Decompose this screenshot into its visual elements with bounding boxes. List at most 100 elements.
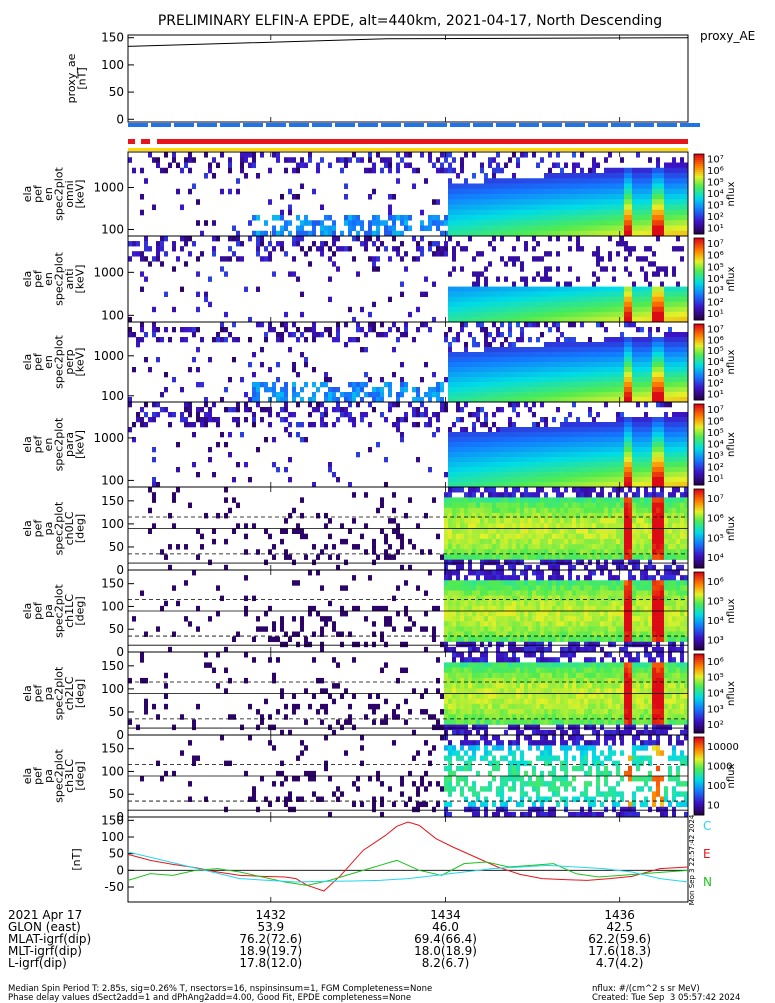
spec_en_1-cell <box>564 282 568 287</box>
spec_en_1-cell <box>568 317 572 322</box>
spec_en_0-cell <box>360 220 364 226</box>
spec_en_3-cell <box>612 432 616 437</box>
spec_en_3-cell <box>524 447 528 452</box>
spec_en_0-cell <box>156 163 160 169</box>
spec_en_2-cell <box>312 382 316 387</box>
spec_en_0-cell <box>684 194 688 200</box>
spec_en_0-cell <box>488 189 492 195</box>
pa_0-cell <box>596 513 600 518</box>
spec_en_3-cell <box>192 432 196 437</box>
pa_0-cell <box>224 539 228 544</box>
spec_en_3-cell <box>336 407 340 412</box>
pa_0-cell <box>480 508 484 513</box>
spec_en_3-cell <box>664 447 668 452</box>
pa_0-cell <box>388 518 392 523</box>
spec_en_2-cell <box>572 337 576 342</box>
spec_en_3-cell <box>228 407 232 412</box>
spec_en_2-cell <box>504 372 508 377</box>
spec_en_0-cell <box>556 184 560 190</box>
spec_en_2-cell <box>604 372 608 377</box>
spec_en_0-cell <box>604 157 608 163</box>
spec_en_3-cell <box>644 422 648 427</box>
spec_en_2-cell <box>376 392 380 397</box>
spec_en_3-cell <box>640 437 644 442</box>
spec_en_3-cell <box>588 477 592 482</box>
spec_en_2-cell <box>664 382 668 387</box>
spec_en_1-cell <box>536 256 540 261</box>
spec_en_1-cell <box>208 276 212 281</box>
spec_en_3-cell <box>472 442 476 447</box>
spec_en_0-cell <box>524 194 528 200</box>
spec_en_2-cell <box>572 342 576 347</box>
spec_en_1-cell <box>536 307 540 312</box>
spec_en_0-cell <box>680 157 684 163</box>
status-bar-blue <box>197 123 217 127</box>
spec_en_0-cell <box>672 210 676 216</box>
pa_0-cell <box>500 554 504 559</box>
spec_en_2-cell <box>584 352 588 357</box>
spec_en_2-cell <box>508 367 512 372</box>
spec_en_2-cell <box>516 377 520 382</box>
spec_en_3-cell <box>544 467 548 472</box>
spec_en_3-cell <box>636 472 640 477</box>
spec_en_1-cell <box>272 271 276 276</box>
spec_en_2-cell <box>564 382 568 387</box>
spec_en_1-cell <box>652 312 656 317</box>
spec_en_1-cell <box>612 302 616 307</box>
spec_en_0-cell <box>364 231 368 237</box>
spec_en_2-cell <box>464 347 468 352</box>
pa_0-cell <box>456 508 460 513</box>
spec_en_0-cell <box>464 194 468 200</box>
pa_0-cell <box>336 565 340 570</box>
pa_0-cell <box>484 523 488 528</box>
spec_en_1-cell <box>588 317 592 322</box>
spec_en_0-cell <box>488 163 492 169</box>
spec_en_0-colorbar-tick: 10⁷ <box>707 155 724 166</box>
spec_en_0-cell <box>592 163 596 169</box>
spec_en_1-cell <box>472 312 476 317</box>
spec_en_1-cell <box>680 297 684 302</box>
spec_en_0-cell <box>660 189 664 195</box>
spec_en_0-cell <box>600 199 604 205</box>
pa_0-cell <box>512 523 516 528</box>
pa_0-cell <box>484 497 488 502</box>
spec_en_0-cell <box>616 173 620 179</box>
pa_0-cell <box>292 529 296 534</box>
spec_en_2-cell <box>604 327 608 332</box>
spec_en_1-cell <box>516 236 520 241</box>
spec_en_1-cell <box>152 256 156 261</box>
spec_en_0-cell <box>652 210 656 216</box>
spec_en_0-cell <box>308 220 312 226</box>
spec_en_2-cell <box>624 347 628 352</box>
pa_0-cell <box>212 529 216 534</box>
spec_en_3-cell <box>448 467 452 472</box>
spec_en_3-cell <box>540 432 544 437</box>
spec_en_3-cell <box>560 437 564 442</box>
spec_en_0-cell <box>576 163 580 169</box>
spec_en_0-cell <box>564 226 568 232</box>
spec_en_2-cell <box>472 367 476 372</box>
pa_0-cell <box>608 534 612 539</box>
spec_en_0-cell <box>684 173 688 179</box>
spec_en_3-cell <box>608 422 612 427</box>
spec_en_1-cell <box>480 271 484 276</box>
spec_en_3-cell <box>596 437 600 442</box>
spec_en_2-cell <box>352 337 356 342</box>
spec_en_1-cell <box>536 302 540 307</box>
pa_0-cell <box>532 513 536 518</box>
spec_en_3-cell <box>636 452 640 457</box>
spec_en_2-cell <box>652 372 656 377</box>
spec_en_3-cell <box>556 432 560 437</box>
spec_en_2-cell <box>480 357 484 362</box>
pa_0-cell <box>556 497 560 502</box>
spec_en_3-cell <box>676 427 680 432</box>
spec_en_3-cell <box>644 472 648 477</box>
spec_en_2-cell <box>492 377 496 382</box>
spec_en_1-cell <box>360 241 364 246</box>
spec_en_3-cell <box>208 457 212 462</box>
pa_0-cell <box>468 518 472 523</box>
spec_en_1-cell <box>512 302 516 307</box>
spec_en_3-cell <box>652 467 656 472</box>
pa_0-cell <box>452 539 456 544</box>
spec_en_2-cell <box>396 327 400 332</box>
